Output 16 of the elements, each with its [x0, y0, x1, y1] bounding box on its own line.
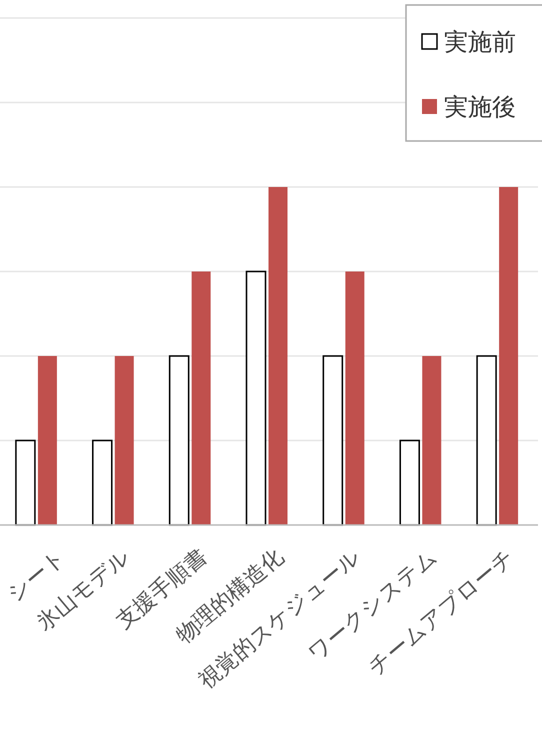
bar [476, 355, 497, 526]
bar [168, 355, 190, 526]
bar [268, 187, 288, 525]
bar [92, 440, 113, 526]
bar [38, 356, 57, 525]
bar [345, 272, 364, 525]
bar [114, 356, 134, 525]
legend-label: 実施前 [444, 28, 516, 56]
bar [422, 356, 442, 525]
bar [499, 187, 518, 525]
bar [322, 355, 344, 526]
bar [192, 272, 211, 525]
bar [246, 270, 266, 526]
legend-label: 実施後 [444, 93, 516, 121]
bar [15, 440, 36, 526]
bar [399, 440, 420, 526]
